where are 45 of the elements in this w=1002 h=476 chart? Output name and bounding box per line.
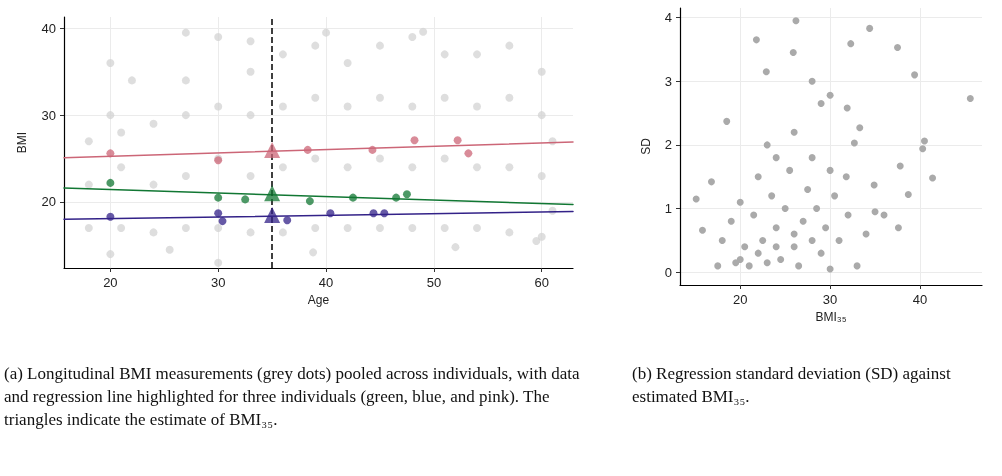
point: [326, 209, 335, 218]
point: [368, 145, 377, 154]
point: [369, 209, 378, 218]
point: [106, 149, 115, 158]
point: [264, 207, 281, 224]
y-tick-label: 40: [41, 20, 56, 36]
x-tick-label: 20: [732, 292, 748, 307]
point: [106, 212, 115, 221]
point: [305, 197, 314, 206]
y-tick-label: 4: [664, 10, 672, 26]
y-tick-label: 30: [41, 107, 56, 123]
point: [402, 190, 411, 199]
point: [349, 193, 358, 202]
y-tick-label: 0: [664, 264, 672, 280]
point: [303, 145, 312, 154]
y-tick-label: 1: [664, 201, 672, 217]
y-tick-label: 20: [41, 194, 56, 210]
point: [464, 149, 473, 158]
point: [214, 209, 223, 218]
x-axis-title: Age: [307, 293, 330, 307]
y-axis-title: SD: [639, 137, 653, 155]
point: [410, 136, 419, 145]
point: [264, 141, 281, 158]
y-tick-label: 2: [664, 137, 672, 153]
point: [218, 217, 227, 226]
text: (b) Regression standard deviation (SD) against estimated BMI₃₅.: [632, 364, 955, 406]
x-tick-label: 40: [912, 292, 928, 307]
x-axis-title: BMI₃₅: [815, 310, 847, 324]
x-tick-label: 40: [318, 275, 334, 290]
point: [453, 136, 462, 145]
y-axis-title: BMI: [15, 131, 29, 154]
point: [214, 193, 223, 202]
x-tick-label: 30: [210, 275, 226, 290]
x-tick-label: 20: [103, 275, 118, 290]
x-tick-label: 60: [534, 275, 549, 290]
point: [392, 193, 401, 202]
point: [380, 209, 389, 218]
point: [241, 195, 250, 204]
point: [283, 216, 292, 225]
y-tick-label: 3: [664, 73, 672, 89]
text: (a) Longitudinal BMI measurements (grey dots) pooled across individuals, with data and regression line highlighted for three individuals (green, blue, and pink). The triangles indicate the estimate of BMI₃₅.: [4, 364, 584, 429]
x-tick-label: 50: [426, 275, 442, 290]
point: [264, 185, 281, 202]
x-tick-label: 30: [822, 292, 838, 307]
point: [106, 178, 115, 187]
